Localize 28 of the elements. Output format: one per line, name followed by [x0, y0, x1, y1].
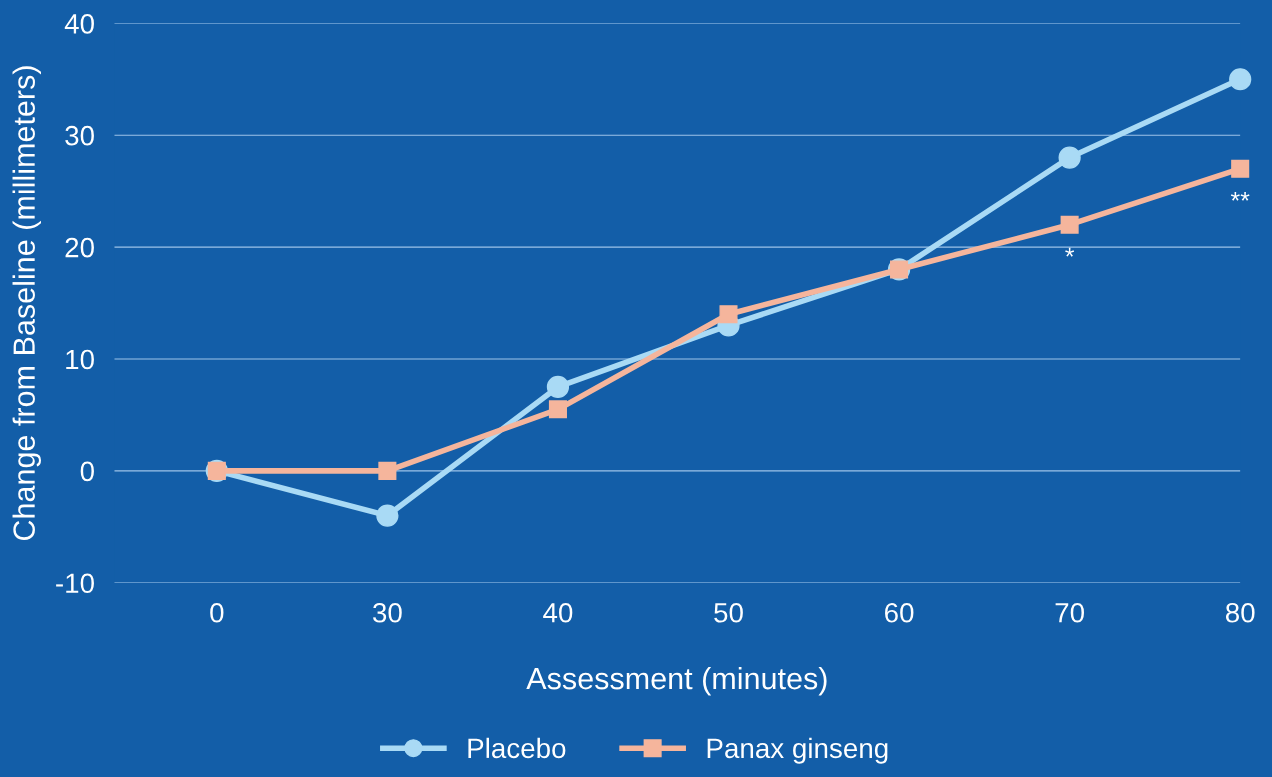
y-tick-label: -10	[56, 573, 94, 594]
y-tick-label: 20	[65, 237, 94, 258]
point	[1060, 215, 1079, 234]
y-tick-label: 0	[80, 461, 94, 482]
legend-label: Panax ginseng	[707, 737, 888, 764]
point	[1229, 68, 1252, 91]
point	[1231, 159, 1250, 178]
x-tick-label: 50	[714, 602, 743, 623]
point	[378, 461, 397, 480]
legend-label: Placebo	[468, 737, 566, 759]
x-tick-label: 0	[210, 602, 224, 623]
x-tick-label: 40	[543, 602, 573, 623]
x-axis-title: Assessment (minutes)	[526, 666, 827, 696]
x-tick-label: 30	[372, 602, 402, 623]
point	[1058, 146, 1081, 169]
y-tick-label: 30	[65, 125, 94, 146]
point	[719, 305, 738, 324]
x-tick-label: 60	[885, 602, 914, 623]
point	[546, 375, 570, 399]
y-tick-label: 40	[64, 13, 94, 34]
y-tick-label: 10	[66, 349, 94, 370]
x-tick-label: 80	[1225, 602, 1255, 623]
annotation: **	[1230, 191, 1250, 201]
point	[376, 504, 399, 527]
annotation: *	[1065, 247, 1075, 257]
point	[548, 400, 567, 419]
y-axis-title: Change from Baseline (millimeters)	[12, 66, 41, 541]
x-tick-label: 70	[1055, 602, 1084, 623]
